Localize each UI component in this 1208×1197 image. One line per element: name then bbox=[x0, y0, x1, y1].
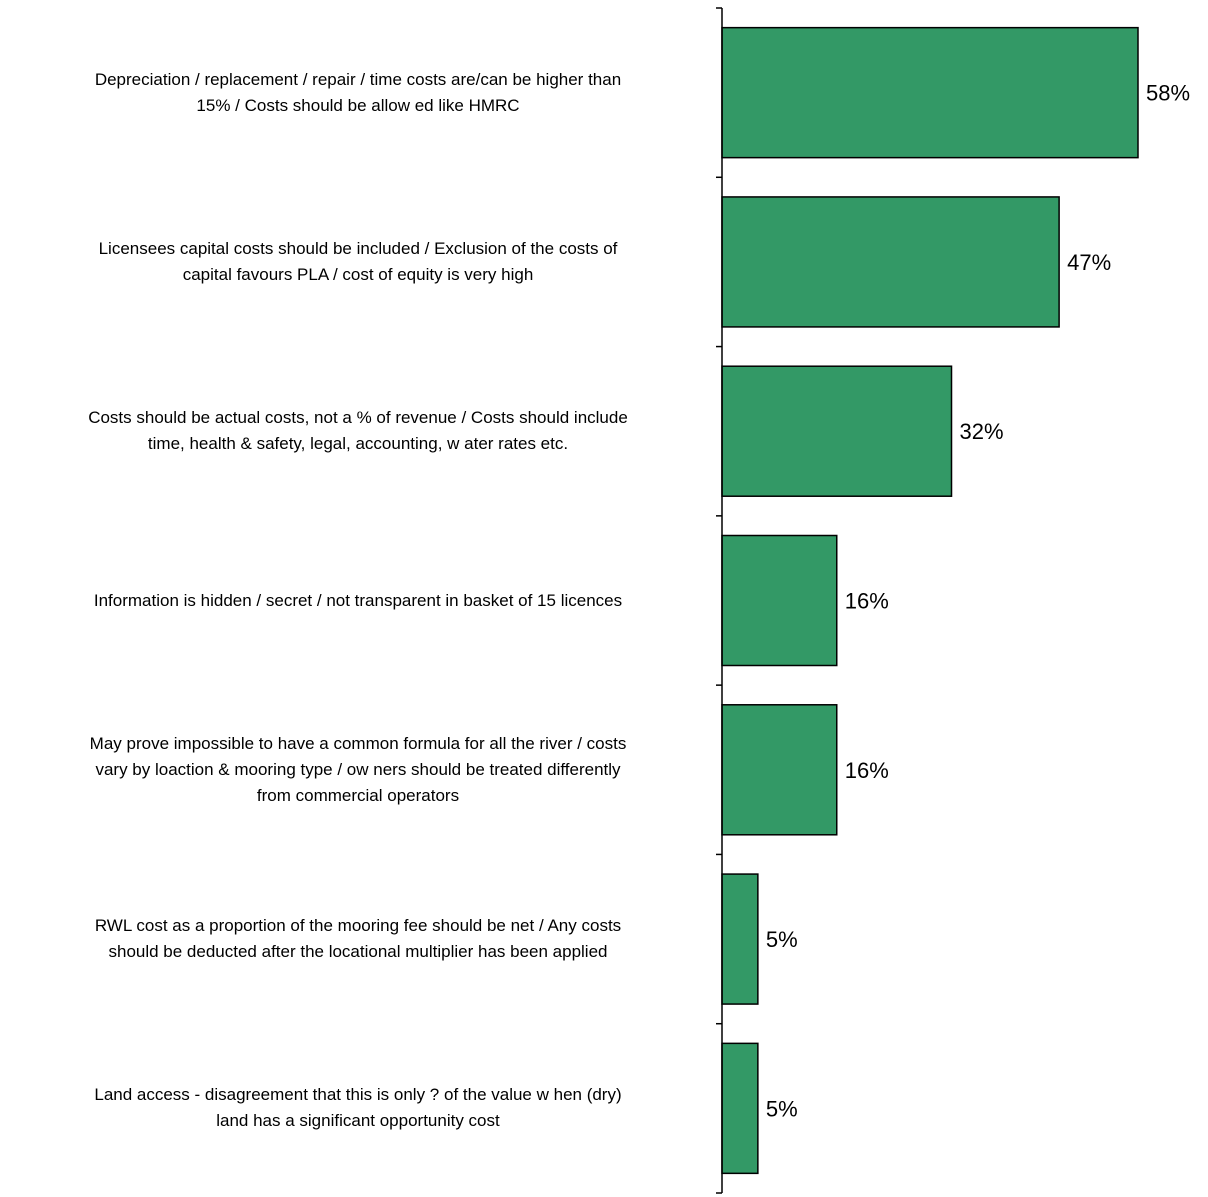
bar-0 bbox=[721, 26, 1139, 159]
bar-3 bbox=[721, 534, 838, 667]
data-label-1: 47% bbox=[1067, 250, 1111, 275]
category-label-5: RWL cost as a proportion of the mooring … bbox=[94, 916, 622, 962]
data-label-5: 5% bbox=[766, 927, 798, 952]
bar-4 bbox=[721, 704, 838, 836]
category-label-1: Licensees capital costs should be includ… bbox=[98, 238, 618, 284]
category-label-3: Information is hidden / secret / not tra… bbox=[93, 590, 623, 610]
data-label-0: 58% bbox=[1146, 81, 1190, 106]
data-label-3: 16% bbox=[845, 589, 889, 614]
data-label-2: 32% bbox=[960, 419, 1004, 444]
bar-2 bbox=[721, 365, 953, 497]
bar-1 bbox=[721, 196, 1060, 328]
category-label-0: Depreciation / replacement / repair / ti… bbox=[94, 69, 622, 115]
data-label-4: 16% bbox=[845, 758, 889, 783]
bar-6 bbox=[721, 1042, 759, 1175]
data-label-6: 5% bbox=[766, 1096, 798, 1121]
category-label-6: Land access - disagreement that this is … bbox=[94, 1085, 622, 1131]
category-label-4: May prove impossible to have a common fo… bbox=[89, 733, 627, 805]
category-label-2: Costs should be actual costs, not a % of… bbox=[88, 408, 628, 454]
bar-5 bbox=[721, 873, 759, 1005]
